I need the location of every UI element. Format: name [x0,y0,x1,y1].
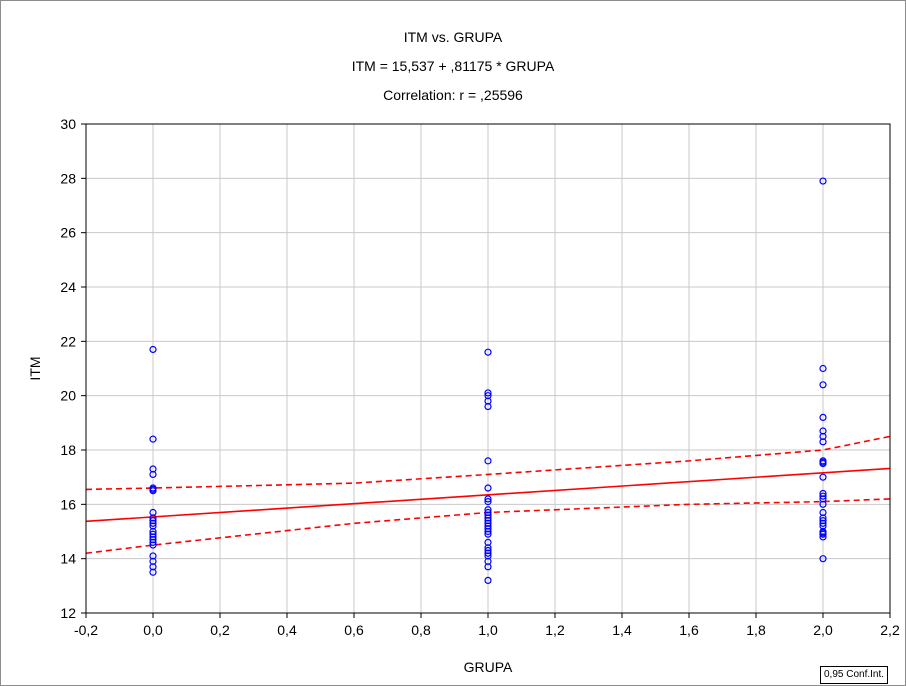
data-point [819,413,827,421]
data-point [819,432,827,441]
data-point [149,485,157,493]
y-tick-label: 20 [60,388,76,404]
regression-line-group [85,467,891,523]
data-point [819,364,827,373]
y-tick-label: 16 [60,496,76,512]
regression-equation: ITM = 15,537 + ,81175 * GRUPA [351,58,555,74]
data-point [819,492,827,500]
y-tick-label: 30 [60,116,76,132]
data-point [819,458,827,466]
data-point [819,500,827,508]
data-point [484,389,492,397]
x-tick-label: 0,2 [210,622,230,638]
x-tick-label: 1,2 [545,622,565,638]
data-point [149,470,157,479]
data-point [819,177,827,185]
data-point [484,498,492,506]
data-point [819,473,827,481]
x-tick-label: 1,4 [612,622,632,638]
y-tick-label: 18 [60,442,76,458]
data-point [484,576,492,585]
x-tick-label: -0,2 [74,622,98,638]
data-point [484,484,492,492]
x-tick-label: 1,8 [746,622,766,638]
x-tick-label: 1,0 [478,622,498,638]
y-tick-label: 14 [60,551,76,567]
y-tick-label: 28 [60,170,76,186]
x-tick-label: 2,2 [880,622,900,638]
correlation-label: Correlation: r = ,25596 [383,87,523,103]
data-point [484,511,492,519]
chart-title: ITM vs. GRUPA [403,29,503,45]
data-point [149,541,157,549]
y-axis-ticks: 12 14 16 18 20 22 24 26 28 30 [60,116,86,621]
y-tick-label: 24 [60,279,76,295]
y-tick-label: 12 [60,605,76,621]
data-point [819,381,827,389]
data-point [149,538,157,546]
data-point [149,519,157,527]
data-point [484,457,492,465]
data-point [484,563,492,571]
x-tick-label: 1,6 [679,622,699,638]
data-point [819,555,827,563]
confidence-legend: 0,95 Conf.Int. [820,666,889,684]
data-point [484,530,492,538]
x-axis-label: GRUPA [464,659,513,675]
data-point [149,345,157,354]
data-point [484,495,492,503]
y-axis-label: ITM [27,356,43,380]
data-point [484,402,492,411]
regression-line [85,467,891,523]
data-point [819,519,827,527]
data-point [484,527,492,536]
x-tick-label: 0,8 [411,622,431,638]
data-point [819,533,827,541]
y-tick-label: 26 [60,225,76,241]
data-point [484,549,492,557]
data-point [149,568,157,576]
data-points [149,177,827,585]
x-tick-label: 0,4 [277,622,297,638]
confidence-upper-line [85,435,891,491]
data-point [149,435,157,443]
y-tick-label: 22 [60,333,76,349]
x-tick-label: 0,6 [344,622,364,638]
x-axis-ticks: -0,2 0,0 0,2 0,4 0,6 0,8 1,0 1,2 1,4 1,6 1,8 2,0 2,2 [74,613,900,638]
data-point [484,348,492,356]
x-tick-label: 0,0 [143,622,163,638]
x-tick-label: 2,0 [813,622,833,638]
data-point [149,530,157,538]
data-point [819,529,827,537]
